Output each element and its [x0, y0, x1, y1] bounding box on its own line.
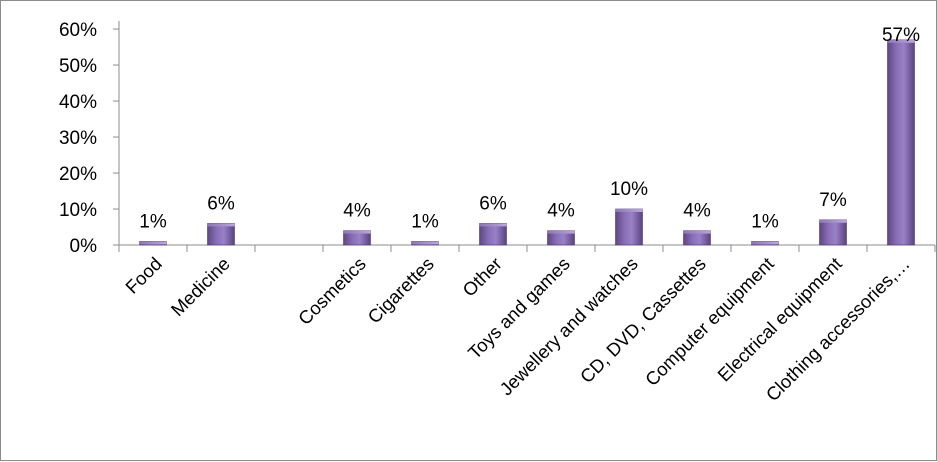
bar — [411, 241, 439, 246]
x-tick-label: Electrical equipment — [713, 253, 846, 386]
bar — [683, 230, 711, 246]
data-label: 7% — [819, 190, 847, 211]
data-label: 4% — [683, 201, 711, 222]
bar — [207, 223, 235, 246]
bar-body — [615, 208, 643, 246]
x-tick-label: Jewellery and watches — [495, 253, 641, 399]
bar-top — [479, 223, 507, 227]
x-tick-label: Cosmetics — [294, 253, 370, 329]
bar-body — [207, 223, 235, 246]
bar — [751, 241, 779, 246]
x-tick-label: CD, DVD, Cassettes — [576, 253, 710, 387]
bar-body — [819, 219, 847, 246]
y-tick-label: 60% — [59, 20, 97, 41]
data-label: 6% — [207, 193, 235, 214]
x-tick-label: Medicine — [167, 253, 234, 320]
data-label: 1% — [751, 211, 779, 232]
data-label: 6% — [479, 193, 507, 214]
bar — [139, 241, 167, 246]
bar-top — [343, 230, 371, 234]
x-tick-label: Cigarettes — [363, 253, 437, 327]
bar-top — [547, 230, 575, 234]
bar-top — [751, 241, 779, 245]
bar — [343, 230, 371, 246]
bar-top — [411, 241, 439, 245]
bar-top — [683, 230, 711, 234]
bar — [819, 219, 847, 246]
y-tick-label: 0% — [70, 236, 98, 257]
bar-top — [615, 209, 643, 212]
bar-top — [139, 241, 167, 245]
y-tick-label: 20% — [59, 164, 97, 185]
bar-top — [207, 223, 235, 227]
y-tick-label: 50% — [59, 56, 97, 77]
data-label: 4% — [343, 201, 371, 222]
bar — [887, 39, 915, 246]
data-label: 4% — [547, 201, 575, 222]
y-tick-label: 40% — [59, 92, 97, 113]
bar — [615, 208, 643, 246]
x-tick-label: Other — [458, 253, 506, 301]
data-label: 57% — [882, 25, 920, 46]
x-tick-label: Computer equipment — [641, 253, 778, 390]
bar-body — [887, 39, 915, 246]
bar — [547, 230, 575, 246]
bar-body — [479, 223, 507, 246]
data-label: 1% — [139, 211, 167, 232]
bar — [479, 223, 507, 246]
bar-top — [887, 39, 915, 43]
x-tick-label: Food — [121, 253, 166, 298]
y-tick-label: 30% — [59, 128, 97, 149]
data-label: 1% — [411, 211, 439, 232]
y-tick-label: 10% — [59, 200, 97, 221]
bar-top — [819, 219, 847, 223]
data-label: 10% — [610, 179, 648, 200]
